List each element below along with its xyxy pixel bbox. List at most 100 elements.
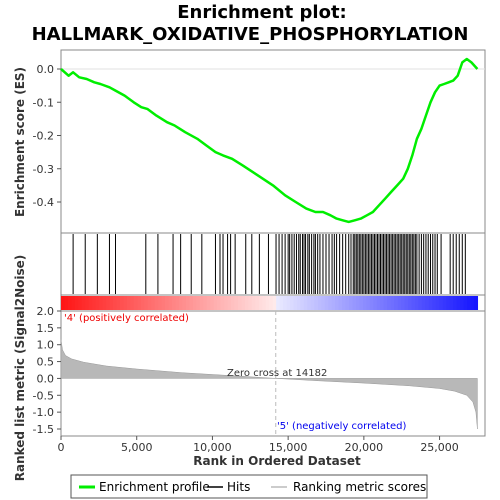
heatmap-cell [123,296,128,310]
heatmap-cell [196,296,201,310]
heatmap-cell [414,296,420,310]
heatmap-cell [92,296,97,310]
heatmap-cell [425,296,430,310]
es-tick-label: -0.3 [33,163,54,176]
metric-tick-label: 2.0 [37,305,55,318]
heatmap-cell [265,296,270,310]
heatmap-cell [404,296,409,310]
x-tick-label: 10,000 [193,441,232,454]
metric-tick-label: 1.5 [37,322,55,335]
heatmap-cell [307,296,312,310]
heatmap-cell [88,296,93,310]
heatmap-cell [446,296,451,310]
heatmap-cell [85,296,90,310]
positive-correlation-label: '4' (positively correlated) [64,313,189,324]
heatmap-cell [203,296,208,310]
heatmap-cell [199,296,204,310]
heatmap-cell [369,296,374,310]
metric-y-axis-title: Ranked list metric (Signal2Noise) [13,255,27,482]
heatmap-cell [165,296,170,310]
heatmap-cell [296,296,302,310]
metric-tick-label: 0.5 [37,356,55,369]
heatmap-cell [335,296,340,310]
heatmap-cell [178,296,184,310]
hits-panel [60,232,486,296]
heatmap-cell [161,296,166,310]
heatmap-cell [262,296,267,310]
heatmap-cell [182,296,187,310]
heatmap-cell [279,296,284,310]
metric-tick-label: 0.0 [37,372,55,385]
negative-correlation-label: '5' (negatively correlated) [277,421,406,432]
es-tick-label: -0.1 [33,96,54,109]
heatmap-cell [293,296,298,310]
heatmap-cell [231,296,236,310]
heatmap-cell [192,296,197,310]
heatmap-cell [314,296,319,310]
zero-cross-label: Zero cross at 14182 [227,368,327,379]
x-tick-label: 5,000 [121,441,153,454]
metric-tick-label: -0.5 [33,389,54,402]
heatmap-cell [383,296,388,310]
heatmap-cell [352,296,357,310]
heatmap-cell [435,296,440,310]
heatmap-cell [428,296,433,310]
x-tick-label: 25,000 [420,441,459,454]
heatmap-cell [439,296,444,310]
heatmap-cell [189,296,194,310]
heatmap-cell [394,296,399,310]
heatmap-cell [151,296,156,310]
heatmap-cell [126,296,132,310]
heatmap-cell [64,296,69,310]
heatmap-cell [272,296,277,310]
metric-tick-label: -1.0 [33,406,54,419]
heatmap-cell [99,296,104,310]
heatmap-cell [224,296,229,310]
heatmap-cell [251,296,256,310]
rank-heatmap [61,296,479,310]
heatmap-cell [71,296,76,310]
heatmap-cell [258,296,263,310]
heatmap-cell [376,296,381,310]
heatmap-cell [137,296,142,310]
enrichment-profile-layer [60,57,479,224]
heatmap-cell [140,296,145,310]
heatmap-cell [220,296,225,310]
heatmap-cell [456,296,461,310]
heatmap-cell [310,296,315,310]
heatmap-cell [362,296,367,310]
heatmap-cell [227,296,232,310]
heatmap-cell [116,296,121,310]
heatmap-cell [276,296,281,310]
heatmap-cell [321,296,326,310]
es-y-axis: 0.0 -0.1 -0.2 -0.3 -0.4 [33,63,61,209]
heatmap-cell [67,296,73,310]
heatmap-cell [442,296,447,310]
heatmap-cell [213,296,218,310]
heatmap-cell [95,296,100,310]
metric-area-layer [60,311,478,436]
heatmap-cell [241,296,246,310]
heatmap-cell [109,296,114,310]
x-axis-title: Rank in Ordered Dataset [193,454,361,468]
heatmap-cell [269,296,274,310]
heatmap-cell [421,296,426,310]
heatmap-cell [255,296,260,310]
chart-title-line2: HALLMARK_OXIDATIVE_PHOSPHORYLATION [32,24,469,45]
legend-metric-label: Ranking metric scores [293,480,426,494]
es-y-axis-title: Enrichment score (ES) [13,67,27,217]
chart-title-line1: Enrichment plot: [177,2,347,23]
x-tick-label: 0 [58,441,65,454]
es-tick-label: 0.0 [37,63,55,76]
heatmap-cell [185,296,190,310]
heatmap-cell [411,296,416,310]
heatmap-cell [317,296,322,310]
heatmap-cell [338,296,343,310]
heatmap-cell [453,296,458,310]
hits-layer [72,234,466,294]
heatmap-cell [449,296,454,310]
heatmap-cell [175,296,180,310]
ranking-metric-area [60,339,478,430]
heatmap-cell [387,296,392,310]
